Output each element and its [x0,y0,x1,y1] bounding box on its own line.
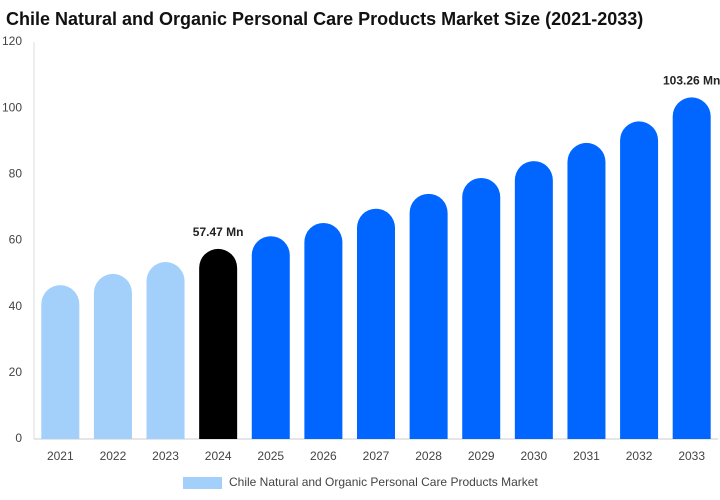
legend-label: Chile Natural and Organic Personal Care … [229,475,538,489]
x-tick-label: 2025 [257,449,284,463]
x-tick-label: 2028 [415,449,442,463]
chart-title: Chile Natural and Organic Personal Care … [6,9,643,29]
bar [462,177,501,439]
y-tick-label: 80 [9,167,23,181]
x-tick-label: 2031 [573,449,600,463]
value-label: 103.26 Mn [663,74,720,88]
bar [620,121,659,439]
y-tick-label: 40 [9,299,23,313]
bar [357,208,395,439]
y-tick-label: 20 [9,365,23,379]
y-tick-label: 0 [15,431,22,445]
x-tick-label: 2030 [520,449,547,463]
legend-swatch [183,477,222,489]
x-tick-label: 2029 [468,449,495,463]
value-label: 57.47 Mn [193,225,244,239]
x-tick-label: 2032 [626,449,653,463]
x-tick-label: 2033 [678,449,705,463]
bar [251,236,290,439]
x-tick-label: 2023 [152,449,179,463]
bar [93,273,132,439]
bar [409,193,448,439]
bar [146,262,185,439]
bar [199,248,238,439]
x-tick-label: 2024 [205,449,232,463]
x-tick-label: 2026 [310,449,337,463]
y-tick-label: 100 [2,100,22,114]
bar [514,161,553,439]
x-tick-label: 2027 [363,449,390,463]
bar [304,222,343,439]
bar [672,97,711,440]
y-tick-label: 60 [9,233,23,247]
bar [567,142,606,439]
bar [41,285,80,439]
y-tick-label: 120 [2,34,22,48]
x-tick-label: 2022 [100,449,127,463]
x-tick-label: 2021 [47,449,74,463]
